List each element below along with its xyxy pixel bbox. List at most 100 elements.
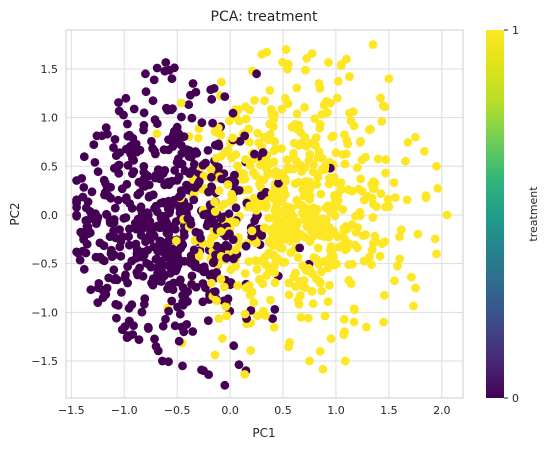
- data-point-treatment-1: [336, 178, 346, 188]
- data-point-treatment-0: [187, 113, 197, 123]
- data-point-treatment-0: [98, 285, 108, 295]
- data-point-treatment-1: [315, 84, 325, 93]
- data-point-treatment-1: [407, 272, 416, 282]
- data-point-treatment-1: [255, 275, 264, 284]
- data-point-treatment-0: [182, 180, 191, 190]
- data-point-treatment-1: [304, 313, 313, 323]
- data-point-treatment-1: [281, 212, 291, 222]
- data-point-treatment-1: [409, 301, 418, 311]
- data-point-treatment-0: [113, 195, 123, 205]
- data-point-treatment-0: [186, 258, 196, 268]
- data-point-treatment-0: [225, 229, 234, 239]
- data-point-treatment-0: [125, 130, 134, 140]
- data-point-treatment-1: [310, 114, 320, 123]
- data-point-treatment-0: [197, 118, 207, 128]
- data-point-treatment-0: [176, 275, 185, 285]
- data-point-treatment-1: [348, 259, 357, 269]
- data-point-treatment-1: [262, 270, 272, 280]
- data-point-treatment-1: [377, 117, 387, 126]
- data-point-treatment-0: [147, 136, 156, 146]
- data-point-treatment-0: [138, 271, 148, 281]
- data-point-treatment-1: [250, 96, 259, 105]
- data-point-treatment-0: [208, 219, 218, 228]
- data-point-treatment-0: [192, 148, 202, 158]
- data-point-treatment-0: [151, 342, 161, 351]
- data-point-treatment-1: [395, 232, 404, 242]
- data-point-treatment-0: [110, 135, 120, 144]
- data-point-treatment-0: [170, 321, 180, 331]
- data-point-treatment-0: [157, 271, 167, 281]
- y-tick-label: −0.5: [31, 258, 58, 271]
- data-point-treatment-0: [89, 140, 99, 150]
- data-point-treatment-0: [157, 260, 167, 270]
- data-point-treatment-1: [312, 179, 322, 189]
- data-point-treatment-1: [318, 364, 328, 374]
- data-point-treatment-1: [231, 150, 241, 160]
- data-point-treatment-1: [223, 145, 233, 155]
- data-point-treatment-0: [223, 294, 233, 304]
- data-point-treatment-0: [220, 380, 230, 390]
- data-point-treatment-1: [323, 297, 333, 306]
- data-point-treatment-0: [123, 262, 133, 271]
- data-point-treatment-0: [168, 104, 177, 114]
- x-axis-title: PC1: [252, 426, 275, 440]
- data-point-treatment-0: [106, 182, 115, 192]
- data-point-treatment-0: [198, 279, 208, 288]
- data-point-treatment-0: [234, 186, 244, 195]
- data-point-treatment-0: [81, 248, 91, 258]
- data-point-treatment-1: [261, 161, 271, 171]
- data-point-treatment-0: [224, 209, 234, 219]
- data-point-treatment-1: [253, 128, 263, 138]
- data-point-treatment-1: [411, 283, 420, 293]
- data-point-treatment-1: [369, 177, 379, 186]
- data-point-treatment-1: [152, 129, 162, 139]
- data-point-treatment-0: [106, 193, 116, 203]
- data-point-treatment-0: [176, 243, 186, 253]
- data-point-treatment-1: [252, 265, 262, 274]
- data-point-treatment-1: [368, 40, 378, 49]
- data-point-treatment-1: [277, 104, 287, 114]
- data-point-treatment-1: [217, 77, 226, 87]
- data-point-treatment-0: [149, 75, 159, 85]
- data-point-treatment-0: [75, 255, 85, 265]
- x-tick-label: 1.5: [380, 404, 398, 417]
- data-point-treatment-1: [379, 290, 389, 300]
- data-point-treatment-0: [148, 190, 158, 200]
- data-point-treatment-1: [284, 278, 294, 288]
- data-point-treatment-0: [79, 183, 89, 192]
- data-point-treatment-0: [207, 183, 217, 192]
- data-point-treatment-0: [183, 297, 192, 306]
- data-point-treatment-0: [268, 314, 277, 323]
- data-point-treatment-1: [356, 136, 365, 146]
- data-point-treatment-0: [199, 266, 208, 276]
- data-point-treatment-0: [214, 141, 224, 151]
- data-point-treatment-0: [180, 290, 190, 300]
- data-point-treatment-1: [269, 323, 279, 332]
- data-point-treatment-1: [350, 305, 359, 315]
- data-point-treatment-1: [342, 244, 352, 253]
- data-point-treatment-1: [240, 269, 250, 278]
- data-point-treatment-1: [395, 254, 405, 264]
- data-point-treatment-0: [127, 203, 137, 213]
- data-point-treatment-0: [114, 160, 124, 170]
- data-point-treatment-1: [326, 251, 336, 261]
- data-point-treatment-1: [265, 86, 275, 95]
- data-point-treatment-0: [93, 167, 103, 177]
- data-point-treatment-1: [274, 223, 283, 233]
- data-point-treatment-1: [281, 45, 291, 54]
- data-point-treatment-0: [228, 108, 238, 118]
- data-point-treatment-0: [119, 214, 129, 223]
- data-point-treatment-1: [326, 208, 335, 217]
- data-point-treatment-1: [320, 311, 330, 321]
- data-point-treatment-1: [241, 155, 250, 164]
- data-point-treatment-1: [362, 322, 371, 332]
- data-point-treatment-1: [249, 298, 259, 307]
- data-point-treatment-1: [210, 197, 220, 207]
- data-point-treatment-0: [167, 199, 177, 209]
- data-point-treatment-0: [187, 279, 197, 289]
- data-point-treatment-0: [222, 253, 231, 263]
- data-point-treatment-0: [121, 93, 131, 103]
- data-point-treatment-1: [370, 231, 380, 241]
- data-point-treatment-1: [304, 156, 314, 165]
- data-point-treatment-1: [304, 223, 314, 232]
